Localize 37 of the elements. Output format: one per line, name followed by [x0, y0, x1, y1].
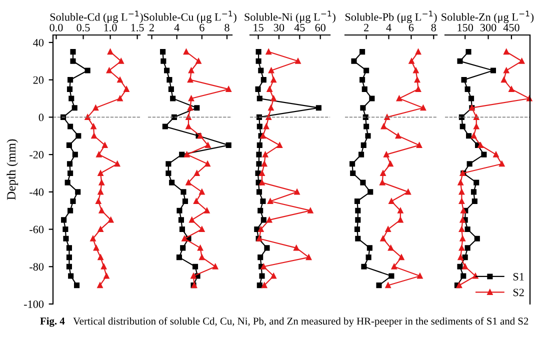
y-tick-label: -20 [30, 151, 44, 159]
y-tick-label: 20 [33, 76, 44, 84]
y-tick-label: 0 [38, 114, 44, 122]
x-tick-label: 1.0 [104, 24, 117, 32]
y-tick-label: -60 [30, 226, 44, 234]
x-tick-label: 4 [174, 24, 180, 32]
x-tick-label: 8 [431, 24, 436, 32]
x-tick-label: 0.0 [50, 24, 63, 32]
x-tick-label: 2 [364, 24, 368, 32]
x-axis-title: Soluble-Pb (μg L$^{−1}$) [345, 10, 437, 24]
x-tick-label: 450 [503, 24, 520, 32]
x-tick-label: 60 [315, 24, 326, 32]
x-tick-label: 45 [294, 24, 305, 32]
x-tick-label: 8 [224, 24, 230, 32]
y-tick-label: -100 [24, 300, 44, 308]
caption: Fig. 4 [40, 317, 65, 327]
x-tick-label: 300 [480, 24, 496, 32]
y-tick-label: -40 [30, 188, 44, 196]
x-axis-title: Soluble-Cd (μg L$^{−1}$) [50, 10, 143, 24]
legend-label: S1 [513, 273, 524, 280]
x-axis-title: Soluble-Cu (μg L$^{−1}$) [144, 10, 236, 24]
x-tick-label: 2 [149, 24, 154, 32]
x-tick-label: 150 [458, 24, 473, 32]
y-tick-label: 40 [33, 38, 44, 46]
y-axis-title: Depth (mm) [6, 139, 18, 200]
x-tick-label: 15 [254, 24, 264, 32]
legend-label: S2 [513, 288, 524, 296]
y-tick-label: -80 [30, 263, 44, 271]
x-axis-title: Soluble-Ni (μg L$^{−1}$) [244, 10, 336, 24]
x-tick-label: 1.5 [131, 24, 144, 32]
text: Vertical distribution of soluble Cd, Cu, Ni, Pb, and Zn measured by HR-peeper in the sediments of S1 and S2 [73, 317, 528, 327]
x-tick-label: 30 [274, 24, 284, 32]
x-tick-label: 6 [408, 24, 414, 32]
x-axis-title: Soluble-Zn (μg L$^{−1}$) [442, 10, 534, 24]
x-tick-label: 0.5 [76, 24, 90, 32]
x-tick-label: 6 [200, 24, 204, 32]
x-tick-label: 4 [386, 24, 392, 32]
